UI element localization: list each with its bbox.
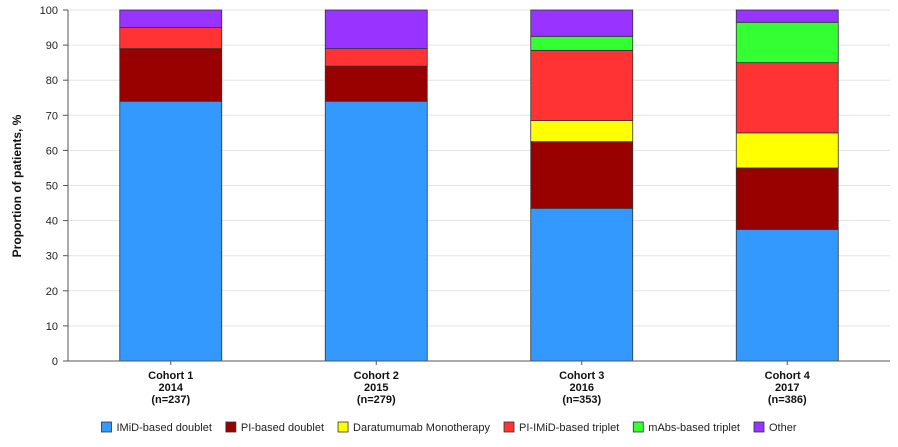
bar-segment-pi-imid-based-triplet [735,62,839,134]
legend-swatch [337,421,349,433]
legend-item-pi-imid-based-triplet: PI-IMiD-based triplet [503,421,619,434]
legend-swatch [225,421,237,433]
legend-label: Other [769,422,797,434]
legend-item-other: Other [753,421,797,434]
legend-label: IMiD-based doublet [116,422,211,434]
x-tick-label: Cohort 2 [354,370,399,382]
bar-segment-pi-imid-based-triplet [119,27,223,50]
x-tick-label: (n=353) [562,394,601,406]
legend-swatch [753,421,765,433]
x-tick-label: Cohort 4 [765,370,811,382]
x-tick-label: Cohort 3 [559,370,604,382]
bar-stack-2 [324,9,428,362]
legend-item-daratumumab-monotherapy: Daratumumab Monotherapy [337,421,491,434]
legend: IMiD-based doublet PI-based doublet Daratu… [101,421,797,434]
x-tick-label: (n=237) [151,394,190,406]
bar-stack-4 [735,9,839,362]
bar-segment-pi-imid-based-triplet [530,49,634,121]
bar-segment-pi-based-doublet [530,141,634,209]
bar-segment-imid-based-doublet [119,100,223,362]
bar-segment-pi-based-doublet [119,48,223,102]
bar-segment-mabs-based-triplet [735,21,839,64]
y-tick-label: 10 [46,321,58,333]
x-tick-label: 2014 [159,382,184,394]
bar-segment-imid-based-doublet [530,207,634,362]
x-tick-label: Cohort 1 [148,370,193,382]
x-tick-label: (n=279) [357,394,396,406]
x-tick-label: 2017 [775,382,799,394]
bar-segment-other [324,9,428,50]
bar-segment-other [119,9,223,28]
bar-segment-daratumumab-monotherapy [735,132,839,169]
bar-segment-other [735,9,839,23]
x-tick-label: 2015 [364,382,388,394]
legend-swatch [632,421,644,433]
legend-item-mabs-based-triplet: mAbs-based triplet [632,421,740,434]
bar-segment-other [530,9,634,37]
bar-segment-pi-based-doublet [735,167,839,230]
y-tick-label: 90 [46,40,58,52]
bar-segment-pi-based-doublet [324,65,428,102]
bar-stacks [119,9,839,362]
y-tick-label: 20 [46,286,58,298]
legend-swatch [503,421,515,433]
bar-segment-mabs-based-triplet [530,35,634,51]
y-tick-label: 0 [52,356,58,368]
x-tick-label: 2016 [570,382,594,394]
y-tick-label: 30 [46,251,58,263]
x-tick-label: (n=386) [768,394,807,406]
y-tick-label: 80 [46,75,58,87]
bar-segment-imid-based-doublet [735,228,839,362]
legend-item-pi-based-doublet: PI-based doublet [225,421,324,434]
y-tick-label: 70 [46,110,58,122]
bar-segment-imid-based-doublet [324,100,428,362]
y-axis-title: Proportion of patients, % [10,114,24,257]
legend-label: Daratumumab Monotherapy [353,422,490,434]
y-tick-label: 50 [46,181,58,193]
bar-segment-daratumumab-monotherapy [530,120,634,143]
y-tick-label: 100 [40,5,58,17]
axes: 0 10 20 30 40 50 60 70 80 90 100 Cohort 12014(n=237… [40,5,890,406]
legend-label: mAbs-based triplet [648,422,740,434]
legend-item-imid-based-doublet: IMiD-based doublet [101,421,212,434]
legend-label: PI-based doublet [241,422,324,434]
y-tick-label: 40 [46,216,58,228]
bar-stack-3 [530,9,634,362]
bar-segment-pi-imid-based-triplet [324,48,428,67]
legend-swatch [101,421,112,433]
bar-stack-1 [119,9,223,362]
y-tick-label: 60 [46,145,58,157]
legend-label: PI-IMiD-based triplet [519,422,619,434]
